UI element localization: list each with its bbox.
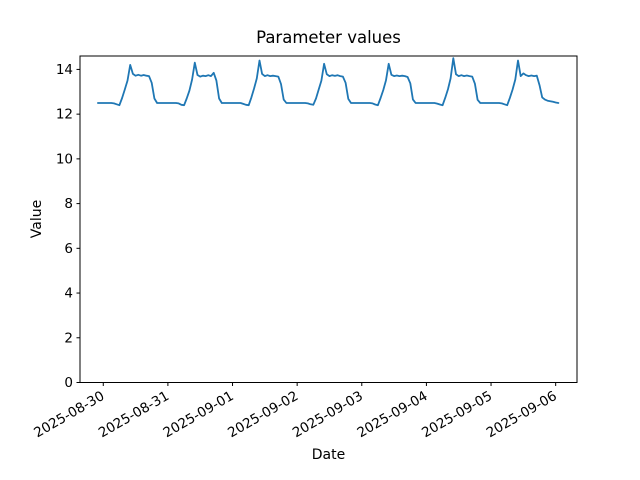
x-tick-label: 2025-09-03 bbox=[290, 388, 366, 441]
x-tick-label: 2025-09-01 bbox=[161, 388, 237, 441]
y-axis-label: Value bbox=[29, 199, 45, 239]
y-tick-label: 12 bbox=[56, 107, 73, 123]
y-tick-label: 8 bbox=[64, 196, 73, 212]
axes-frame bbox=[79, 55, 578, 383]
y-tick-label: 2 bbox=[64, 330, 73, 346]
y-tick-label: 6 bbox=[64, 241, 73, 257]
chart-title: Parameter values bbox=[256, 28, 401, 47]
x-tick-label: 2025-08-30 bbox=[31, 388, 107, 441]
x-tick-label: 2025-09-06 bbox=[484, 388, 560, 441]
y-tick-label: 10 bbox=[56, 151, 73, 167]
x-tick-label: 2025-09-02 bbox=[225, 388, 301, 441]
y-tick-label: 4 bbox=[64, 286, 73, 302]
data-line bbox=[97, 57, 560, 107]
y-tick-label: 0 bbox=[64, 375, 73, 391]
x-tick-label: 2025-08-31 bbox=[96, 388, 172, 441]
y-tick-label: 14 bbox=[56, 62, 73, 78]
x-axis-label: Date bbox=[311, 447, 346, 463]
x-tick-label: 2025-09-05 bbox=[419, 388, 495, 441]
x-tick-label: 2025-09-04 bbox=[354, 388, 430, 441]
